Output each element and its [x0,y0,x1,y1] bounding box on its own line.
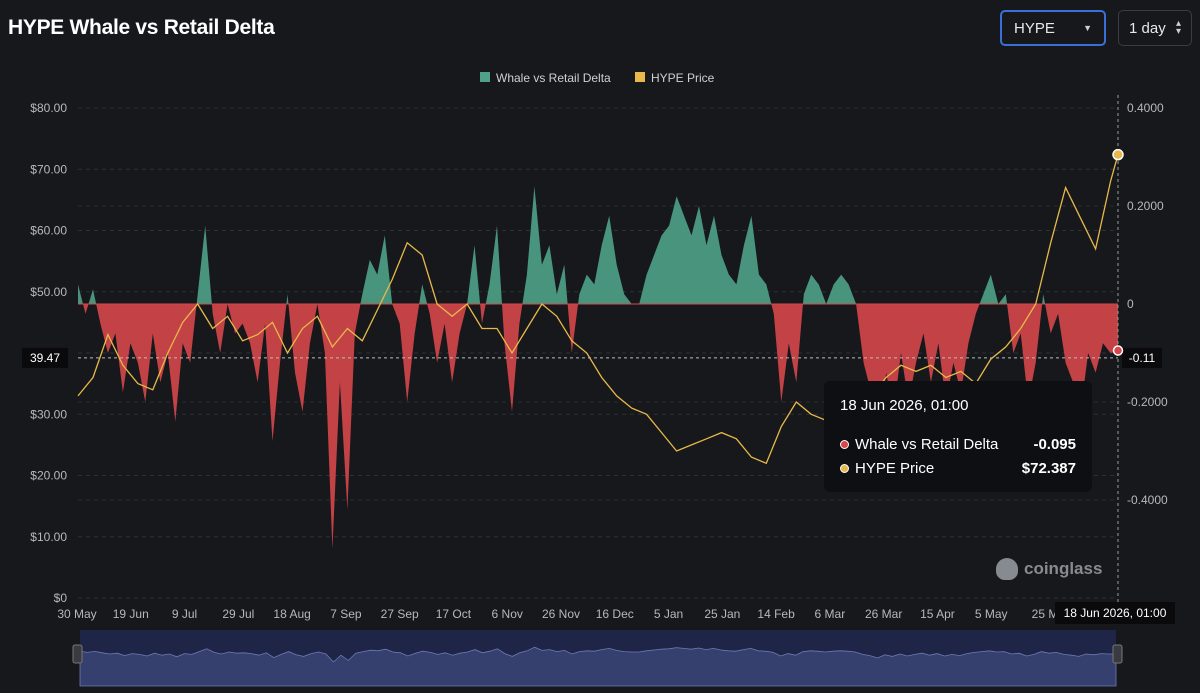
crosshair-price-label: 39.47 [30,351,60,365]
x-tick-label: 14 Feb [757,607,795,621]
crosshair-time-label: 18 Jun 2026, 01:00 [1064,606,1167,620]
y-tick-label-left: $60.00 [30,224,67,238]
page-title: HYPE Whale vs Retail Delta [8,16,275,39]
crosshair-delta-box [1122,347,1162,368]
price-dot-icon [840,463,849,473]
navigator-handle-left[interactable] [72,644,83,664]
x-tick-label: 29 Jul [222,607,254,621]
caret-down-icon: ▼ [1083,23,1092,33]
y-tick-label-right: 0.2000 [1127,199,1164,213]
legend-label: HYPE Price [651,71,715,85]
chart-series [77,154,1119,549]
watermark-text: coinglass [1024,559,1103,578]
tooltip-delta-label: Whale vs Retail Delta [855,435,999,453]
tooltip-time: 18 Jun 2026, 01:00 [840,397,969,414]
legend-swatch [635,72,645,82]
delta-area-positive [78,186,1118,304]
crosshair-price-box [22,347,68,368]
chart-tooltip: 18 Jun 2026, 01:00 Whale vs Retail Delta… [824,381,1092,492]
coin-select[interactable]: HYPE ▼ [1000,10,1106,46]
x-tick-label: 27 Sep [381,607,419,621]
interval-select[interactable]: 1 day ▴ ▾ [1118,10,1192,46]
x-tick-label: 30 May [57,607,96,621]
chart-legend: Whale vs Retail Delta HYPE Price [480,71,715,85]
y-tick-label-right: 0 [1127,297,1134,311]
watermark: coinglass [996,558,1102,580]
navigator-handle-right[interactable] [1112,644,1123,664]
y-tick-label-right: 0.4000 [1127,101,1164,115]
y-tick-label-left: $70.00 [30,162,67,176]
y-tick-label-left: $50.00 [30,285,67,299]
x-tick-label: 15 Apr [920,607,955,621]
y-axis-left: $0$10.00$20.00$30.00$40.00$50.00$60.00$7… [30,101,67,605]
x-axis: 30 May 19 Jun 9 Jul 29 Jul 18 Aug 7 Sep 27 Sep… [57,607,1058,621]
up-down-arrows-icon: ▴ ▾ [1175,18,1181,37]
legend-swatch [480,72,490,82]
x-tick-label: 6 Mar [815,607,846,621]
y-tick-label-left: $30.00 [30,407,67,421]
x-tick-label: 25 Jan [704,607,740,621]
y-tick-label-left: $10.00 [30,530,67,544]
crosshair: 39.47 -0.11 18 Jun 2026, 01:00 [22,95,1175,624]
interval-select-value: 1 day [1129,19,1166,37]
tooltip-row-price: HYPE Price $72.387 [840,456,1076,480]
tooltip-price-value: $72.387 [1021,459,1076,477]
x-tick-label: 17 Oct [436,607,472,621]
y-axis-right: -0.4000 -0.2000 0 0.2000 0.4000 [1127,101,1168,507]
tooltip-price-label: HYPE Price [855,459,935,477]
tooltip-row-delta: Whale vs Retail Delta -0.095 [840,432,1076,456]
x-tick-label: 25 M [1032,607,1059,621]
y-tick-label-left: $0 [54,591,68,605]
x-tick-label: 18 Aug [273,607,310,621]
x-tick-label: 9 Jul [172,607,197,621]
x-tick-label: 5 May [975,607,1008,621]
x-tick-label: 5 Jan [654,607,683,621]
x-tick-label: 26 Nov [542,607,580,621]
y-tick-label-left: $20.00 [30,469,67,483]
x-tick-label: 19 Jun [113,607,149,621]
x-tick-label: 26 Mar [865,607,902,621]
y-tick-label-right: -0.4000 [1127,493,1168,507]
navigator-series [79,646,1117,687]
delta-point-marker [1112,345,1124,356]
y-tick-label-left: $80.00 [30,101,67,115]
x-tick-label: 7 Sep [330,607,362,621]
coinglass-logo-icon [996,558,1018,580]
legend-label: Whale vs Retail Delta [496,71,611,85]
tooltip-delta-value: -0.095 [1033,435,1076,453]
delta-dot-icon [840,439,849,449]
delta-area-negative [78,304,1118,549]
price-line [77,154,1119,465]
crosshair-delta-label: -0.11 [1129,351,1156,365]
price-point-marker [1112,148,1124,161]
range-navigator[interactable] [72,630,1123,687]
coin-select-value: HYPE [1014,19,1055,37]
x-tick-label: 6 Nov [492,607,523,621]
x-tick-label: 16 Dec [596,607,634,621]
y-tick-label-right: -0.2000 [1127,395,1168,409]
crosshair-time-box [1055,602,1175,624]
